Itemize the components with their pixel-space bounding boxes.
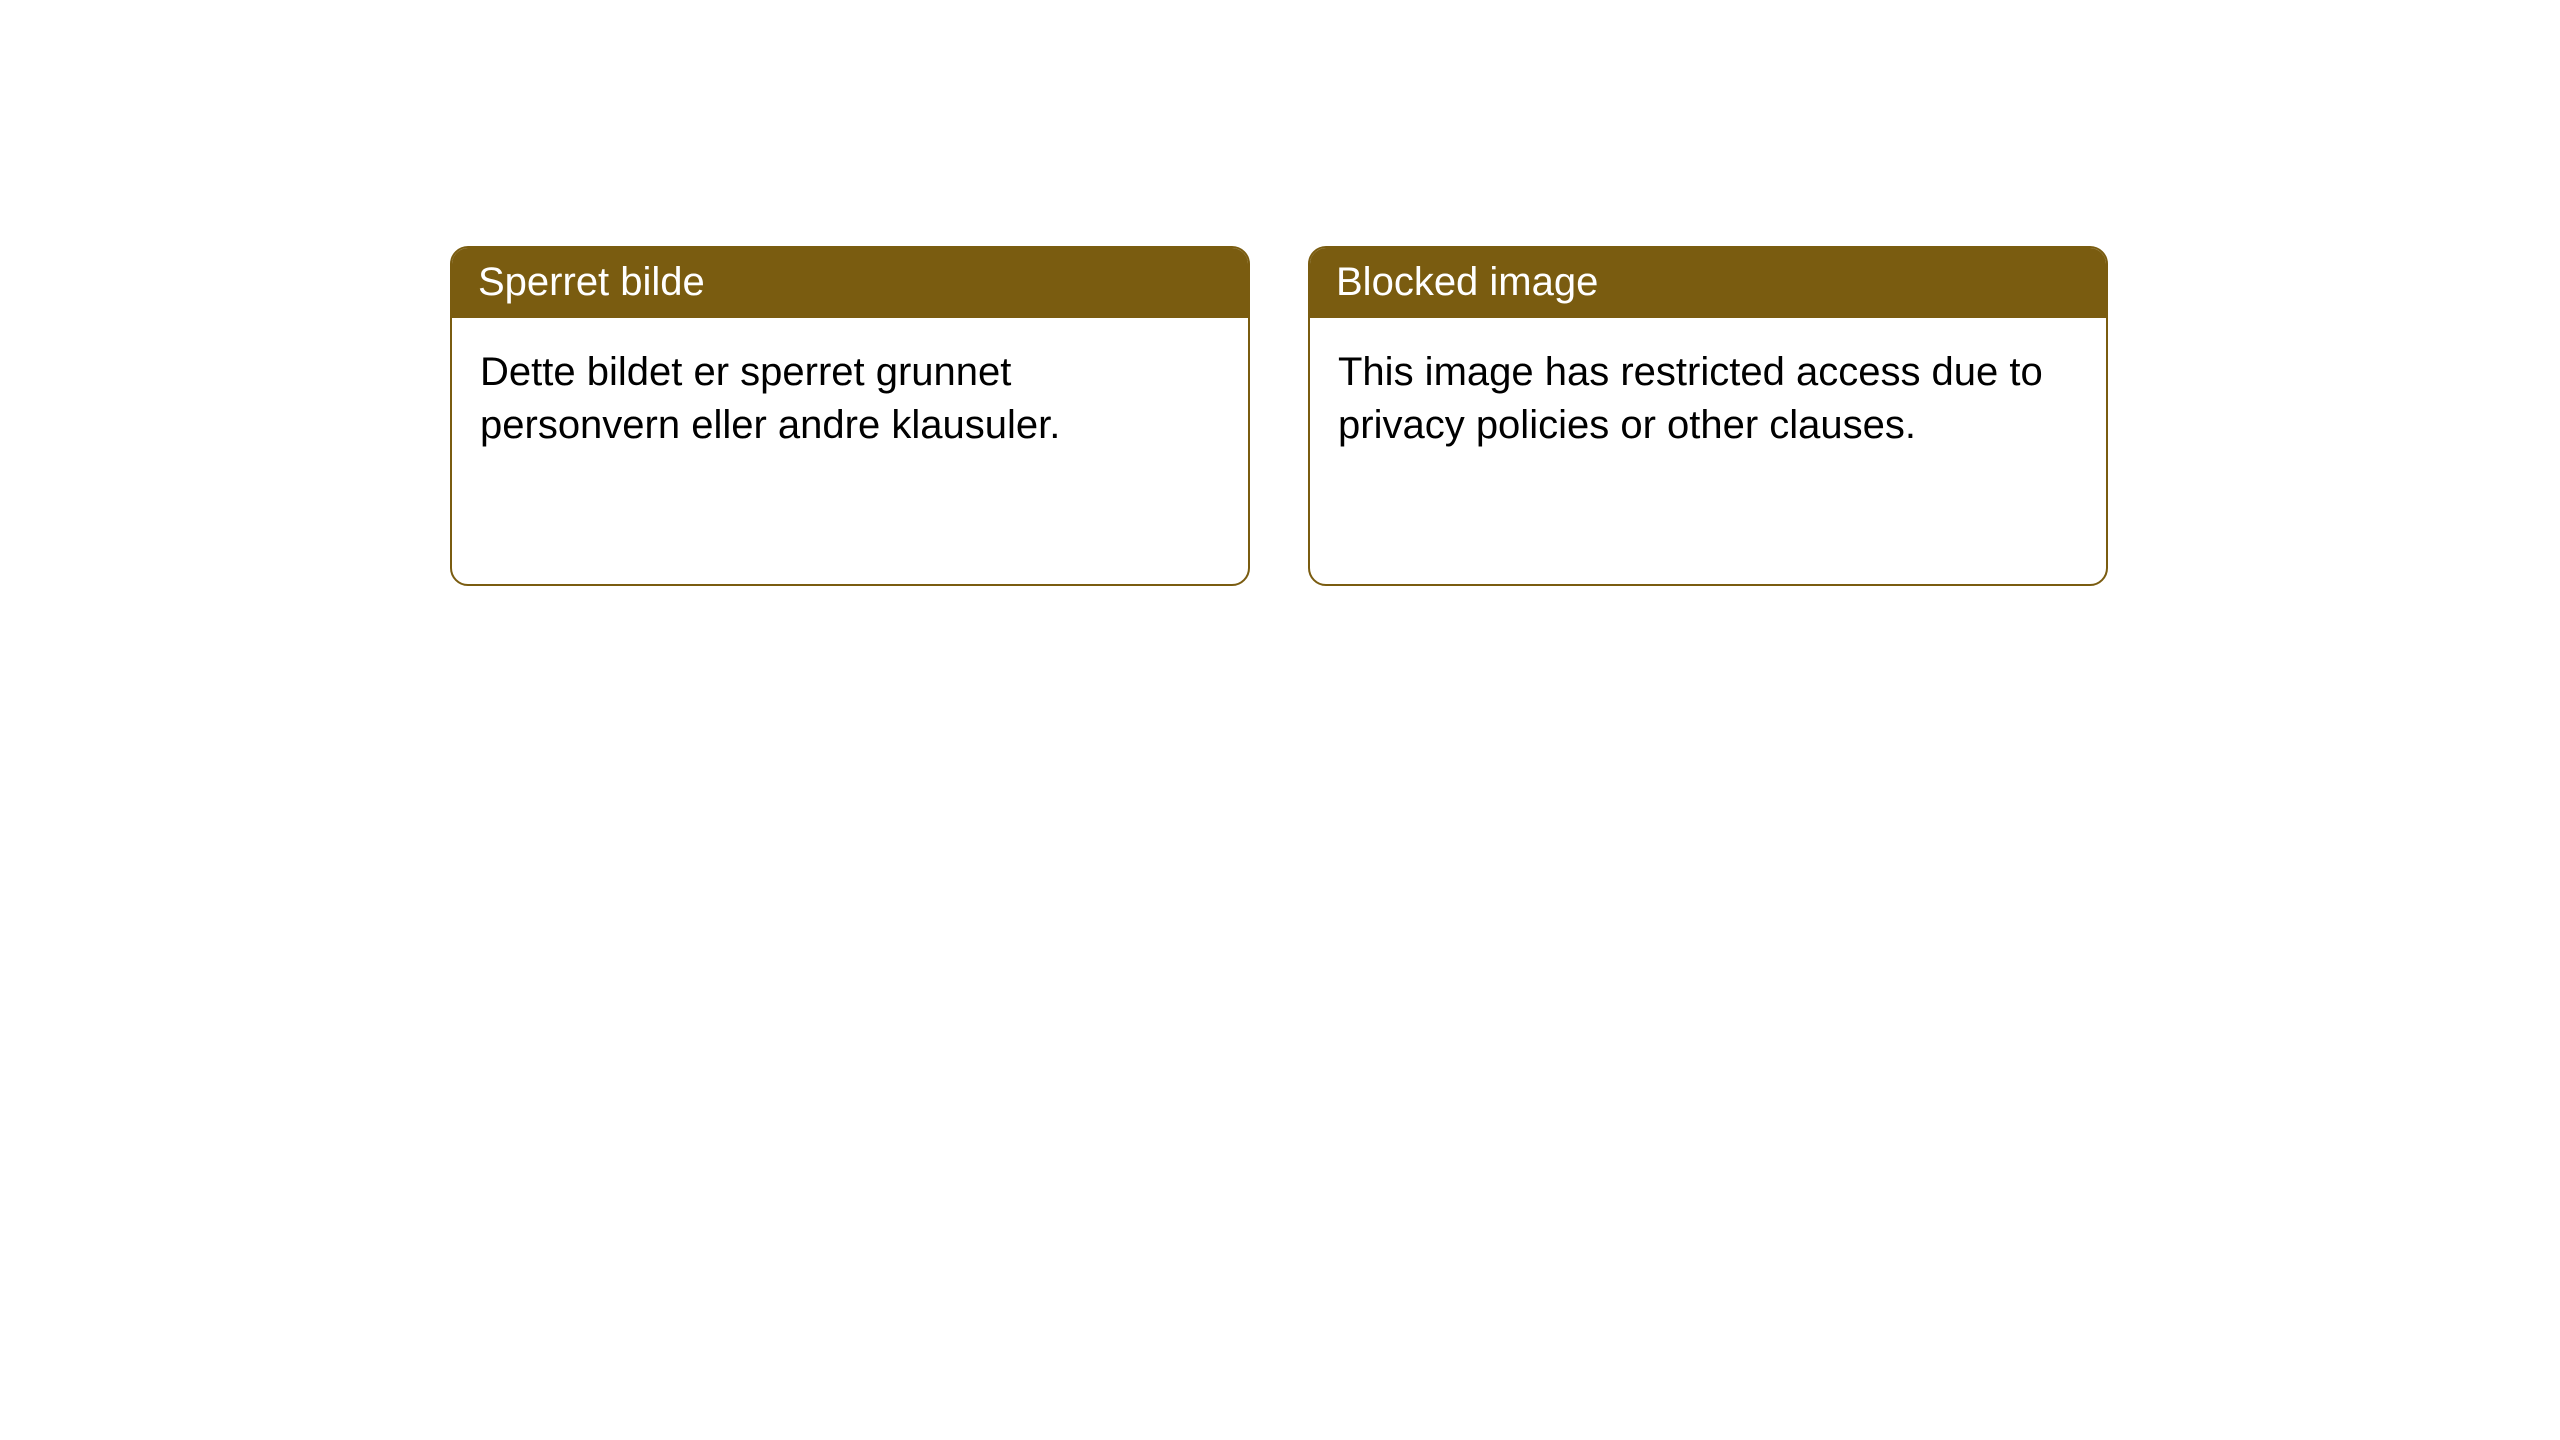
notice-container: Sperret bilde Dette bildet er sperret gr… [450, 246, 2108, 586]
notice-card-norwegian: Sperret bilde Dette bildet er sperret gr… [450, 246, 1250, 586]
notice-card-english: Blocked image This image has restricted … [1308, 246, 2108, 586]
notice-body-norwegian: Dette bildet er sperret grunnet personve… [452, 318, 1248, 480]
notice-header-norwegian: Sperret bilde [452, 248, 1248, 318]
notice-header-english: Blocked image [1310, 248, 2106, 318]
notice-body-english: This image has restricted access due to … [1310, 318, 2106, 480]
